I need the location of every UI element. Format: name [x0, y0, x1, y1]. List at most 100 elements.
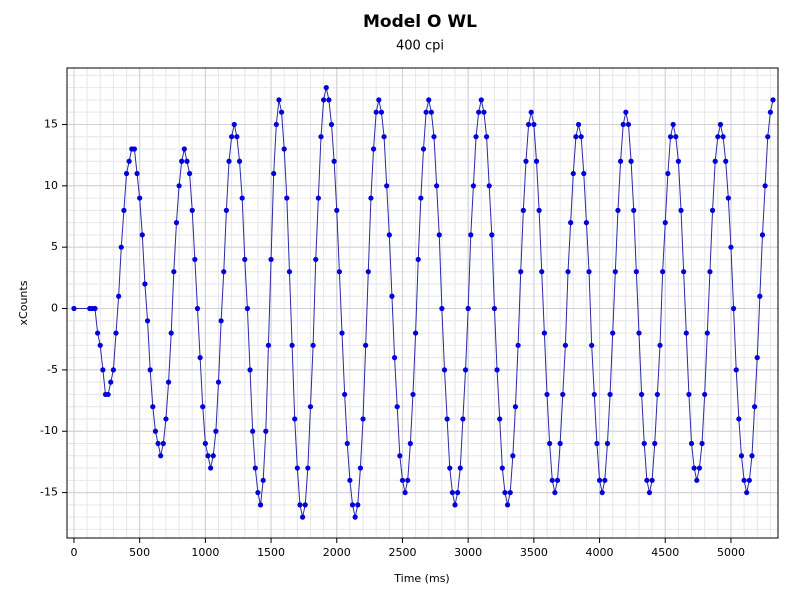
data-point — [636, 330, 642, 336]
data-point — [257, 502, 264, 508]
data-point — [137, 195, 143, 201]
data-point — [641, 440, 647, 447]
data-point — [321, 97, 327, 103]
data-point — [234, 134, 240, 140]
data-point — [250, 428, 256, 434]
data-point — [255, 489, 261, 496]
data-point — [683, 330, 689, 336]
data-point — [675, 158, 681, 164]
data-point — [725, 195, 731, 201]
data-point — [200, 404, 206, 410]
data-point — [163, 416, 169, 422]
data-point — [578, 134, 584, 140]
data-point — [305, 465, 311, 471]
data-point — [533, 158, 540, 164]
data-point — [229, 134, 235, 140]
data-point — [560, 391, 566, 398]
data-point — [260, 477, 266, 483]
data-point — [410, 391, 416, 398]
data-point — [181, 146, 187, 152]
data-point — [307, 404, 314, 410]
data-point — [215, 379, 222, 385]
data-point — [531, 121, 537, 128]
data-point — [497, 416, 503, 422]
data-point — [539, 269, 545, 275]
data-point — [426, 97, 432, 103]
data-point — [604, 440, 611, 447]
data-point — [378, 109, 385, 115]
y-tick-label: -15 — [40, 486, 58, 499]
data-point — [299, 514, 306, 520]
data-point — [631, 207, 637, 213]
data-point — [223, 207, 229, 213]
data-point — [573, 134, 579, 140]
data-point — [752, 404, 758, 410]
data-point — [344, 440, 350, 447]
data-point — [310, 342, 316, 348]
data-point — [397, 453, 403, 459]
y-tick-label: 10 — [44, 179, 58, 192]
data-point — [192, 256, 198, 263]
data-point — [144, 318, 151, 324]
data-point — [155, 440, 161, 447]
data-point — [541, 330, 547, 336]
data-point — [194, 305, 201, 312]
data-point — [273, 121, 279, 128]
data-point — [654, 391, 660, 398]
data-point — [226, 158, 232, 164]
data-point — [607, 391, 613, 398]
data-point — [355, 502, 361, 508]
x-tick-label: 4000 — [586, 546, 614, 559]
data-point — [121, 207, 127, 213]
data-point — [213, 428, 219, 434]
data-point — [436, 232, 442, 238]
data-point — [610, 330, 616, 336]
data-point — [328, 121, 335, 128]
data-point — [118, 244, 124, 250]
data-point — [139, 232, 145, 238]
data-point — [407, 440, 413, 447]
data-point — [131, 146, 138, 152]
data-point — [252, 465, 258, 471]
data-point — [263, 428, 269, 434]
data-point — [323, 85, 329, 91]
data-point — [486, 183, 492, 189]
data-point — [499, 465, 505, 471]
data-point — [744, 489, 750, 496]
data-point — [284, 195, 290, 201]
data-point — [741, 477, 747, 483]
data-point — [688, 440, 695, 447]
data-point — [444, 416, 450, 422]
data-point — [210, 453, 216, 459]
data-point — [562, 342, 568, 348]
data-point — [510, 453, 516, 459]
data-point — [512, 404, 519, 410]
x-tick-label: 5000 — [717, 546, 745, 559]
data-point — [662, 220, 668, 226]
data-point — [168, 330, 174, 336]
data-point — [489, 232, 495, 238]
data-point — [730, 305, 737, 312]
data-point — [681, 269, 687, 275]
data-point — [113, 330, 119, 336]
data-point — [583, 220, 590, 226]
data-point — [536, 207, 542, 213]
data-point — [360, 416, 366, 422]
data-point — [420, 146, 427, 152]
data-point — [759, 232, 766, 238]
data-point — [271, 170, 277, 177]
data-point — [152, 428, 159, 434]
data-point — [749, 453, 755, 459]
data-point — [147, 367, 153, 373]
data-point — [239, 195, 245, 201]
data-point — [441, 367, 448, 373]
y-tick-label: -5 — [47, 363, 58, 376]
data-point — [557, 440, 563, 447]
data-point — [746, 477, 752, 483]
data-point — [218, 318, 224, 324]
data-point — [110, 367, 116, 373]
data-point — [247, 367, 253, 373]
data-point — [402, 489, 408, 496]
data-point — [331, 158, 337, 164]
data-point — [623, 109, 629, 115]
